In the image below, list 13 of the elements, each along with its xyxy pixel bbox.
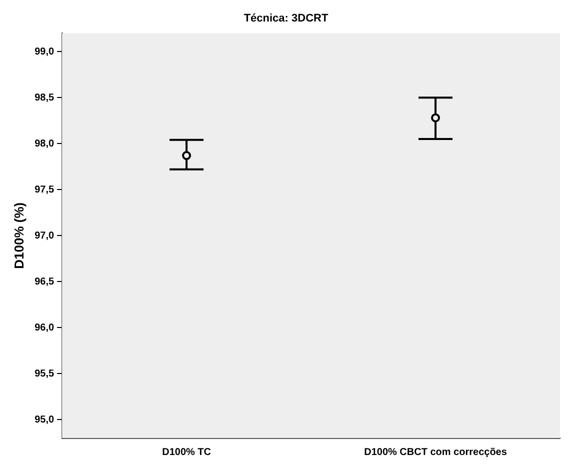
y-tick-label: 97,0: [34, 230, 54, 242]
y-axis-title: D100% (%): [11, 202, 26, 269]
y-tick-label: 96,0: [34, 322, 54, 334]
y-tick-label: 98,0: [34, 138, 54, 150]
y-tick-label: 95,0: [34, 414, 54, 426]
chart-title: Técnica: 3DCRT: [244, 12, 328, 25]
y-tick-label: 98,5: [34, 92, 54, 104]
x-tick-label: D100% TC: [162, 446, 211, 458]
x-tick-label: D100% CBCT com correcções: [364, 446, 508, 458]
y-tick-label: 99,0: [34, 46, 54, 58]
y-tick-label: 96,5: [34, 276, 54, 288]
y-tick-label: 97,5: [34, 184, 54, 196]
y-tick-label: 95,5: [34, 368, 54, 380]
